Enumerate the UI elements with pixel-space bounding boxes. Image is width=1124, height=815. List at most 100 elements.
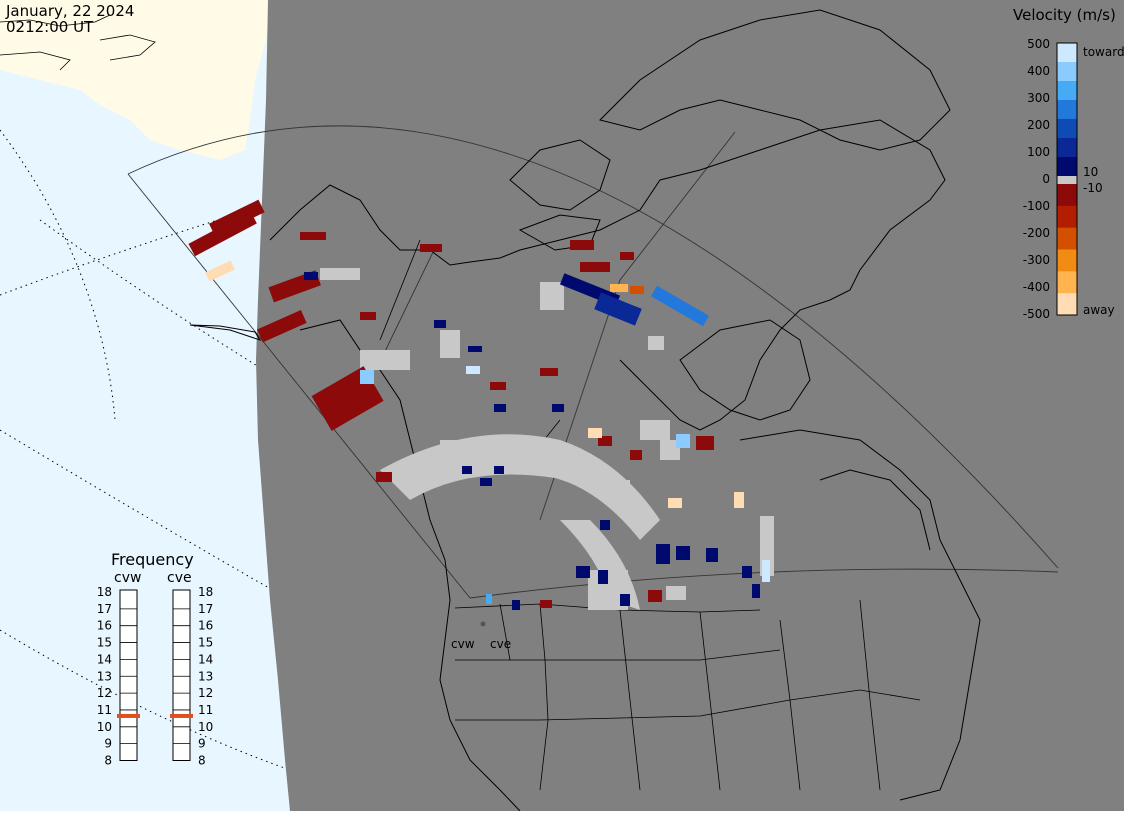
frequency-tick-label: 12 <box>97 686 112 700</box>
away-cell <box>490 382 506 390</box>
velocity-legend-title: Velocity (m/s) <box>1013 6 1116 24</box>
colorbar-band <box>1057 249 1077 272</box>
velocity-legend: Velocity (m/s) 500400300200100100-10-100… <box>1013 6 1124 321</box>
site-label-cve: cve <box>490 637 511 651</box>
frequency-radar-label-cvw: cvw <box>114 570 141 586</box>
frequency-tick-label: 17 <box>97 602 112 616</box>
strong-away-cell <box>734 492 744 508</box>
frequency-tick-label: 11 <box>198 703 213 717</box>
fast-toward-cell <box>762 560 770 582</box>
away-cell <box>540 368 558 376</box>
fast-toward-cell <box>676 434 690 448</box>
frequency-radar-label-cve: cve <box>167 570 192 586</box>
away-cell <box>360 312 376 320</box>
time-label: 0212:00 UT <box>6 18 94 36</box>
toward-cell <box>576 566 590 578</box>
frequency-tick-label: 16 <box>97 619 112 633</box>
velocity-tick-label: -400 <box>1023 280 1050 294</box>
ground-scatter-cell <box>500 460 550 474</box>
velocity-tick-label: -100 <box>1023 199 1050 213</box>
velocity-tick-label: 400 <box>1027 64 1050 78</box>
graticule-day <box>0 129 291 771</box>
fast-toward-cell <box>486 594 492 604</box>
frequency-tick-label: 9 <box>198 737 206 751</box>
sunlit-land <box>0 0 270 160</box>
colorbar-frame <box>1056 42 1078 316</box>
ground-scatter-cell <box>648 336 664 350</box>
colorbar-band <box>1057 100 1077 120</box>
strong-away-cell <box>668 498 682 508</box>
frequency-title: Frequency <box>111 550 194 569</box>
toward-cell <box>656 544 670 564</box>
frequency-tick-label: 18 <box>97 585 112 599</box>
ground-scatter-cell <box>540 282 564 310</box>
frequency-marker <box>170 713 193 718</box>
colorbar-band <box>1057 184 1077 207</box>
velocity-tick-label: -500 <box>1023 307 1050 321</box>
toward-cell <box>752 584 760 598</box>
away-cell <box>630 450 642 460</box>
frequency-scale: 18 17 16 15 14 13 12 11 10 9 8 18 17 16 15 14 13 12 11 10 9 8 <box>97 585 214 768</box>
toward-cell <box>598 570 608 584</box>
away-cell <box>420 244 442 252</box>
colorbar-band <box>1057 138 1077 158</box>
coastlines <box>189 9 981 812</box>
away-cell <box>696 436 714 450</box>
frequency-column <box>119 589 138 761</box>
frequency-tick-label: 16 <box>198 619 213 633</box>
ground-scatter-cell <box>320 268 360 280</box>
frequency-tick-label: 17 <box>198 602 213 616</box>
ground-scatter-cell <box>410 458 450 478</box>
frequency-marker <box>117 713 140 718</box>
frequency-tick-label: 10 <box>97 720 112 734</box>
frequency-tick-label: 11 <box>97 703 112 717</box>
colorbar-band <box>1057 43 1077 63</box>
away-cell <box>257 310 307 343</box>
strong-away-cell <box>630 286 644 294</box>
radar-site-marker <box>480 621 486 627</box>
away-cell <box>580 262 610 272</box>
colorbar-band <box>1057 227 1077 250</box>
velocity-tick-label: 200 <box>1027 118 1050 132</box>
frequency-panel: Frequency cvw cve 1817161514131211109818… <box>97 550 214 768</box>
ground-scatter-cell <box>600 480 630 500</box>
frequency-column <box>172 589 191 761</box>
colorbar-band <box>1057 205 1077 229</box>
frequency-tick-label: 14 <box>97 652 112 666</box>
away-cell <box>376 472 392 482</box>
toward-cell <box>480 478 492 486</box>
colorbar-band <box>1057 293 1077 316</box>
velocity-tick-label: -200 <box>1023 226 1050 240</box>
toward-cell <box>434 320 446 328</box>
toward-cell <box>552 404 564 412</box>
fast-toward-cell <box>360 370 374 384</box>
velocity-cells <box>188 199 774 610</box>
away-cell <box>620 252 634 260</box>
toward-cell <box>620 594 630 606</box>
frequency-tick-label: 8 <box>198 754 206 768</box>
away-label: away <box>1083 303 1115 317</box>
frequency-tick-label: 10 <box>198 720 213 734</box>
away-cell <box>570 240 594 250</box>
frequency-tick-label: 15 <box>198 636 213 650</box>
colorbar-band <box>1057 176 1077 184</box>
away-cell <box>598 436 612 446</box>
ground-scatter-cell <box>666 586 686 600</box>
away-cell <box>209 199 265 237</box>
away-cell <box>540 600 552 608</box>
colorbar-band <box>1057 271 1077 294</box>
velocity-ticks: 500400300200100100-10-100-200-300-400-50… <box>1023 37 1103 321</box>
ground-scatter-cell <box>440 330 460 358</box>
colorbar-band <box>1057 119 1077 139</box>
toward-cell <box>468 346 482 352</box>
ground-scatter-cell <box>440 440 500 456</box>
fast-toward-cell <box>651 285 709 327</box>
frequency-tick-label: 14 <box>198 652 213 666</box>
toward-cell <box>494 466 504 474</box>
toward-cell <box>462 466 472 474</box>
ground-scatter-cell <box>660 440 680 460</box>
velocity-tick-label: 10 <box>1083 165 1098 179</box>
away-cell <box>300 232 326 240</box>
strong-away-cell <box>588 428 602 438</box>
frequency-tick-label: 15 <box>97 636 112 650</box>
